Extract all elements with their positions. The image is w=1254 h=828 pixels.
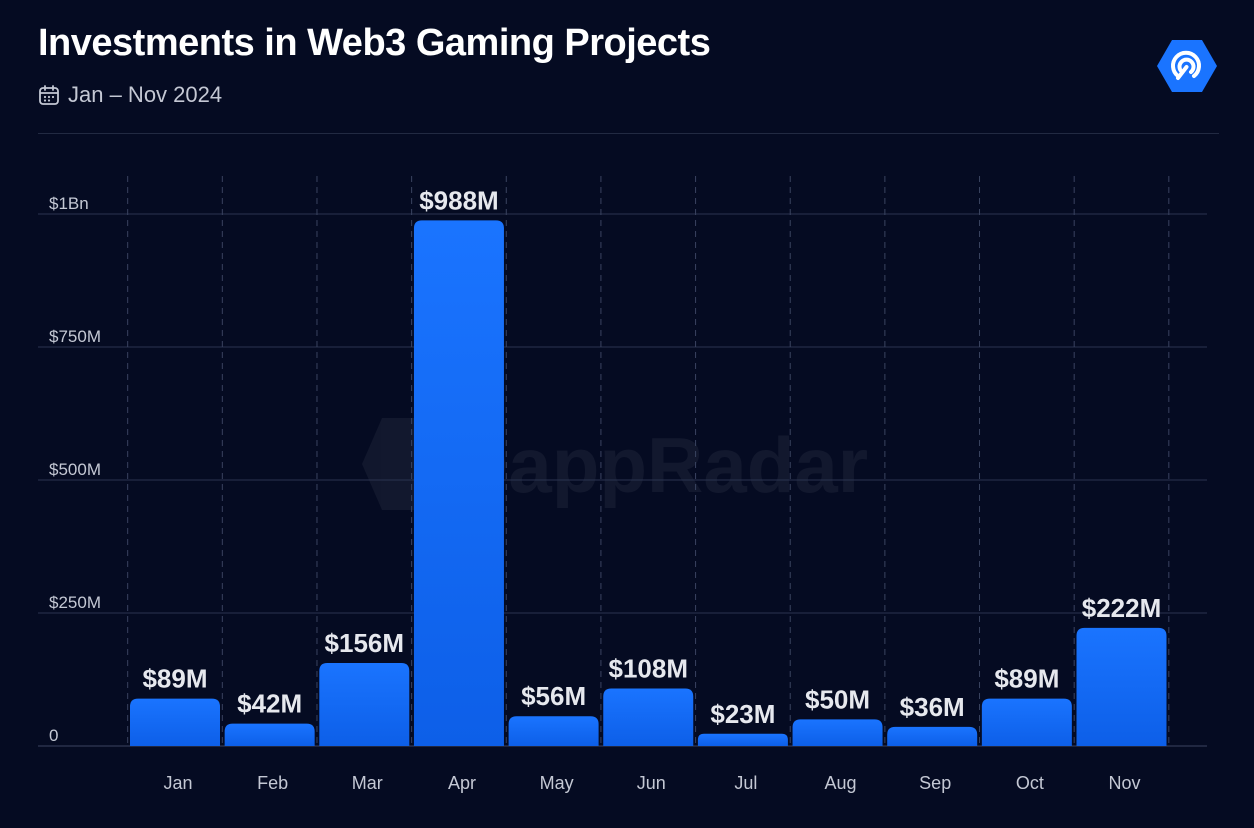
header-divider [38,133,1219,134]
data-label: $89M [142,664,207,694]
x-tick-label: Jan [163,773,192,793]
bar [1076,627,1167,746]
x-tick-label: Jun [637,773,666,793]
calendar-icon [38,84,60,106]
x-tick-label: Jul [734,773,757,793]
bar [130,698,220,746]
x-tick-label: Mar [352,773,383,793]
date-range: Jan – Nov 2024 [38,82,222,108]
bar [413,220,504,746]
data-label: $42M [237,689,302,719]
data-label: $23M [710,699,775,729]
x-tick-label: Nov [1108,773,1140,793]
bar [697,733,788,746]
bar [887,726,978,746]
y-tick-label: $250M [49,593,101,612]
y-tick-label: $750M [49,327,101,346]
y-tick-label: 0 [49,726,58,745]
x-tick-label: Feb [257,773,288,793]
watermark-text: DappRadar [452,421,868,509]
data-label: $108M [609,654,689,684]
chart-title: Investments in Web3 Gaming Projects [38,22,711,64]
data-label: $50M [805,684,870,714]
bar [792,719,883,746]
date-range-text: Jan – Nov 2024 [68,82,223,107]
dappradar-logo-icon [1156,38,1218,94]
bar [508,716,599,746]
label-layer: $89M Jan $42M Feb $156M Mar $988M Apr $56M May $10… [142,185,1161,793]
x-tick-label: Aug [825,773,857,793]
data-label: $988M [419,185,499,215]
bar [981,698,1072,746]
bar [224,723,315,746]
data-label: $56M [521,681,586,711]
data-label: $222M [1082,593,1162,623]
x-tick-label: Apr [448,773,476,793]
x-tick-label: Sep [919,773,951,793]
bar [319,663,410,746]
data-label: $156M [325,628,405,658]
bar [603,688,694,746]
bar-layer [130,220,1167,746]
data-label: $89M [994,664,1059,694]
x-tick-label: May [540,773,574,793]
y-tick-label: $1Bn [49,194,89,213]
y-tick-label: $500M [49,460,101,479]
x-tick-label: Oct [1016,773,1044,793]
data-label: $36M [900,692,965,722]
